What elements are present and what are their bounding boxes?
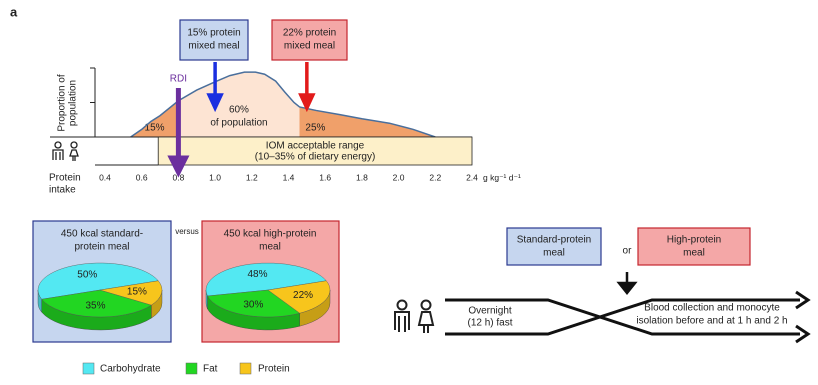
iom-label: (10–35% of dietary energy) (255, 152, 376, 163)
region-label: 25% (305, 123, 325, 134)
legend-swatch (82, 362, 95, 375)
distribution-line (130, 71, 436, 138)
x-tick-label: 1.4 (283, 172, 295, 182)
meal-label: mixed meal (188, 41, 239, 52)
pie-title: 450 kcal standard- (61, 229, 143, 240)
pie-label: 35% (85, 301, 105, 312)
legend-label: Fat (203, 364, 218, 375)
x-label: intake (49, 185, 76, 196)
x-tick-label: 2.0 (393, 172, 405, 182)
meal-arrow (206, 62, 224, 113)
pie-slice (37, 262, 159, 300)
x-tick-label: 1.6 (319, 172, 331, 182)
iom-label: IOM acceptable range (266, 141, 365, 152)
meal-box (271, 19, 348, 61)
fast-label: (12 h) fast (467, 318, 512, 329)
region-label: 60% (229, 105, 249, 116)
pie-title: 450 kcal high-protein (224, 229, 317, 240)
legend-label: Protein (258, 364, 290, 375)
meal-label: mixed meal (284, 41, 335, 52)
rdi-arrow (167, 88, 190, 178)
x-tick-label: 1.8 (356, 172, 368, 182)
timeline (445, 298, 800, 336)
region-note: of population (210, 118, 267, 129)
option-label: Standard-protein (517, 235, 592, 246)
pie-label: 30% (243, 300, 263, 311)
down-arrow (616, 272, 638, 296)
panel-label: a (10, 4, 18, 19)
pie-slice (205, 262, 327, 297)
region (130, 100, 179, 137)
legend-swatch (185, 362, 198, 375)
pie-label: 22% (293, 290, 313, 301)
x-tick-label: 0.4 (99, 172, 111, 182)
x-tick-label: 2.2 (429, 172, 441, 182)
x-tick-label: 0.6 (136, 172, 148, 182)
fast-label: Overnight (468, 306, 512, 317)
x-unit: g kg⁻¹ d⁻¹ (483, 172, 521, 182)
legend-swatch (239, 362, 252, 375)
pie-slice (99, 280, 163, 306)
comparison: versus (175, 227, 199, 236)
meal-box (179, 19, 249, 61)
sampling-label: Blood collection and monocyte (644, 303, 780, 314)
pie-label: 50% (77, 269, 97, 280)
pie-slice (41, 289, 152, 318)
option-box (637, 227, 751, 266)
iom-range (157, 136, 473, 166)
x-tick-label: 2.4 (466, 172, 478, 182)
pie-slice (207, 289, 301, 318)
meal-label: 22% protein (283, 28, 336, 39)
people-icon (394, 299, 435, 333)
people-icon (52, 141, 79, 161)
option-label: High-protein (667, 235, 721, 246)
y-label: Proportion of (57, 74, 68, 131)
x-tick-label: 1.0 (209, 172, 221, 182)
option-label: meal (543, 248, 565, 259)
x-tick-label: 1.2 (246, 172, 258, 182)
arrowheads (795, 290, 811, 344)
meal-label: 15% protein (187, 28, 240, 39)
region-label: 15% (145, 123, 165, 134)
connector: or (623, 246, 633, 257)
y-label: population (68, 80, 79, 126)
option-label: meal (683, 248, 705, 259)
option-box (506, 227, 602, 266)
pie-title: meal (259, 242, 281, 253)
region (299, 106, 436, 137)
sampling-label: isolation before and at 1 h and 2 h (636, 316, 787, 327)
pie-title: protein meal (74, 242, 129, 253)
rdi-label: RDI (170, 74, 187, 85)
x-label: Protein (49, 173, 81, 184)
pie-label: 48% (247, 269, 267, 280)
pie-slice (267, 280, 331, 314)
region (178, 72, 300, 137)
meal-arrow (298, 62, 316, 113)
pie-label: 15% (127, 287, 147, 298)
legend-label: Carbohydrate (100, 364, 161, 375)
